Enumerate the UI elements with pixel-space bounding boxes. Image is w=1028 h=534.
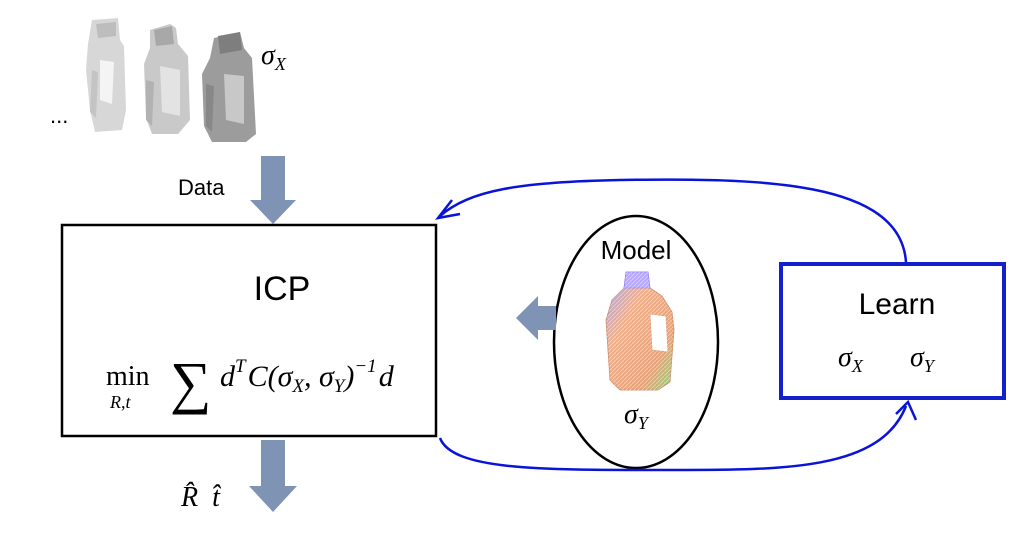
output-t-hat: t̂ — [212, 482, 222, 513]
output-estimates: R̂ t̂ — [180, 482, 222, 513]
formula-close: ) — [342, 360, 354, 393]
formula-sigma2: σ — [319, 360, 335, 393]
output-r-hat: R̂ — [180, 482, 198, 513]
learn-to-icp-arrowhead — [435, 199, 461, 220]
data-arrow — [250, 156, 296, 224]
formula-expression: dTC(σX, σY)−1d — [220, 356, 395, 397]
formula-min-subscript: R,t — [109, 392, 131, 412]
learn-sigma-y-subscript: Y — [924, 356, 936, 376]
icp-to-learn-curve — [438, 405, 908, 472]
learn-box — [779, 262, 1006, 400]
scan-thumbnail-2 — [144, 24, 190, 134]
learn-sigma-x-subscript: X — [851, 356, 864, 376]
model-sigma-subscript: Y — [638, 413, 650, 433]
formula-sum-symbol: ∑ — [170, 350, 211, 415]
formula-d2: d — [379, 360, 395, 393]
formula-c: C( — [248, 360, 280, 393]
data-label: Data — [178, 175, 225, 200]
model-sigma-y-label: σY — [624, 399, 650, 433]
formula-sup-inv: −1 — [354, 356, 376, 377]
model-label: Model — [601, 235, 672, 265]
learn-sigma-x-symbol: σ — [838, 342, 853, 373]
icp-title: ICP — [254, 270, 311, 308]
formula-comma: , — [304, 360, 319, 393]
scan-thumbnail-1 — [86, 18, 126, 132]
formula-sigma1: σ — [278, 360, 294, 393]
learn-to-icp-feedback-curve — [439, 178, 908, 263]
icp-objective-formula: min R,t ∑ dTC(σX, σY)−1d — [106, 350, 395, 415]
model-sigma-symbol: σ — [624, 399, 639, 430]
output-arrow — [249, 440, 297, 512]
learn-sigma-x: σX — [838, 342, 864, 376]
learn-label: Learn — [859, 288, 936, 321]
bottle-model-mesh — [605, 271, 675, 391]
scan-thumbnails — [86, 18, 256, 142]
sigma-x-top-symbol: σ — [261, 40, 276, 71]
formula-sub2: Y — [334, 376, 347, 397]
icp-to-learn-arrowhead — [895, 399, 918, 421]
sigma-x-top-label: σX — [261, 40, 287, 74]
ellipsis-text: ... — [50, 103, 68, 128]
model-to-icp-arrow — [516, 296, 556, 340]
scan-thumbnail-3 — [202, 32, 256, 142]
learn-sigma-y-symbol: σ — [910, 342, 925, 373]
learn-sigma-y: σY — [910, 342, 936, 376]
sigma-x-top-subscript: X — [274, 54, 287, 74]
formula-min: min — [106, 361, 150, 392]
icp-box — [60, 223, 438, 438]
formula-d1: d — [220, 360, 236, 393]
formula-sub1: X — [291, 376, 305, 397]
formula-sup-t: T — [235, 356, 247, 377]
